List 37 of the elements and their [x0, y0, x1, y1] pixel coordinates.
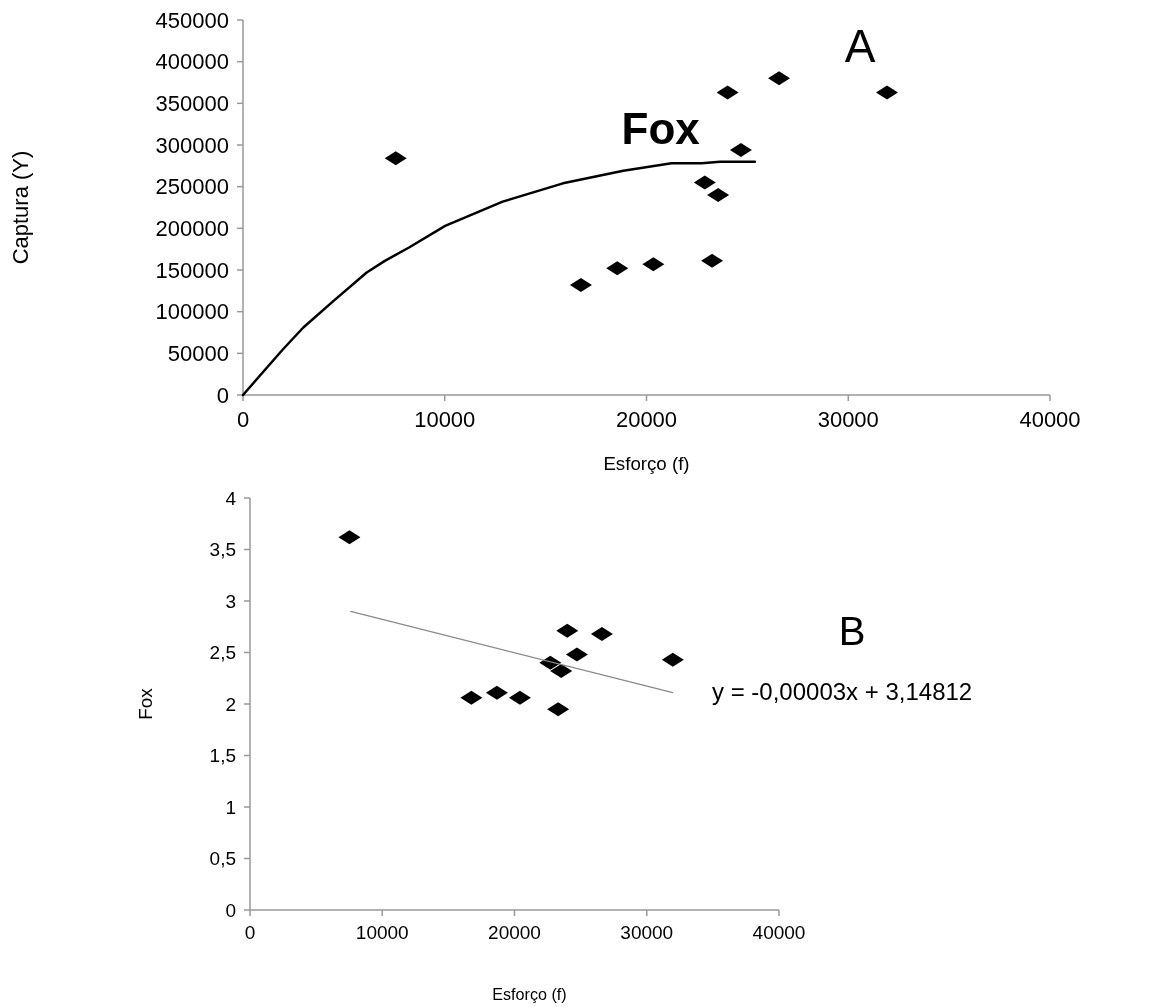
y-tick-label: 0 — [225, 899, 236, 921]
y-axis-title: Captura (Y) — [8, 150, 33, 265]
x-axis-title: Esforço (f) — [492, 985, 567, 1003]
y-tick-label: 2 — [225, 693, 236, 715]
x-tick-label: 10000 — [414, 406, 476, 432]
y-axis-title: Fox — [135, 687, 156, 720]
y-tick-label: 2,5 — [209, 642, 236, 664]
y-tick-label: 1 — [225, 796, 236, 818]
x-tick-label: 40000 — [752, 922, 806, 944]
y-tick-label: 400000 — [155, 49, 229, 75]
x-tick-label: 40000 — [1019, 406, 1081, 432]
x-axis-title: Esforço (f) — [603, 453, 690, 474]
x-tick-label: 20000 — [488, 922, 541, 944]
x-tick-label: 20000 — [615, 406, 678, 432]
series-label: Fox — [621, 103, 701, 153]
y-tick-label: 0 — [216, 382, 229, 408]
line-series — [241, 160, 757, 397]
y-tick-label: 3,5 — [209, 539, 236, 561]
x-tick-label: 0 — [244, 922, 256, 944]
y-tick-label: 150000 — [155, 257, 229, 283]
y-tick-label: 4 — [225, 487, 237, 509]
y-tick-label: 300000 — [155, 132, 229, 158]
y-tick-label: 200000 — [155, 216, 229, 242]
x-tick-label: 10000 — [355, 922, 409, 944]
y-tick-label: 0,5 — [209, 848, 236, 870]
y-tick-label: 450000 — [155, 7, 229, 33]
y-tick-label: 100000 — [155, 299, 229, 325]
y-tick-label: 1,5 — [209, 745, 236, 767]
y-tick-label: 250000 — [155, 174, 229, 200]
x-tick-label: 30000 — [620, 922, 674, 944]
text: B — [838, 609, 866, 653]
annotation: A — [844, 20, 876, 72]
annotation: y = -0,00003x + 3,14812 — [712, 678, 973, 705]
y-tick-label: 3 — [225, 590, 236, 612]
y-tick-label: 350000 — [155, 91, 229, 117]
x-tick-label: 30000 — [817, 406, 879, 432]
y-tick-label: 50000 — [167, 341, 229, 367]
